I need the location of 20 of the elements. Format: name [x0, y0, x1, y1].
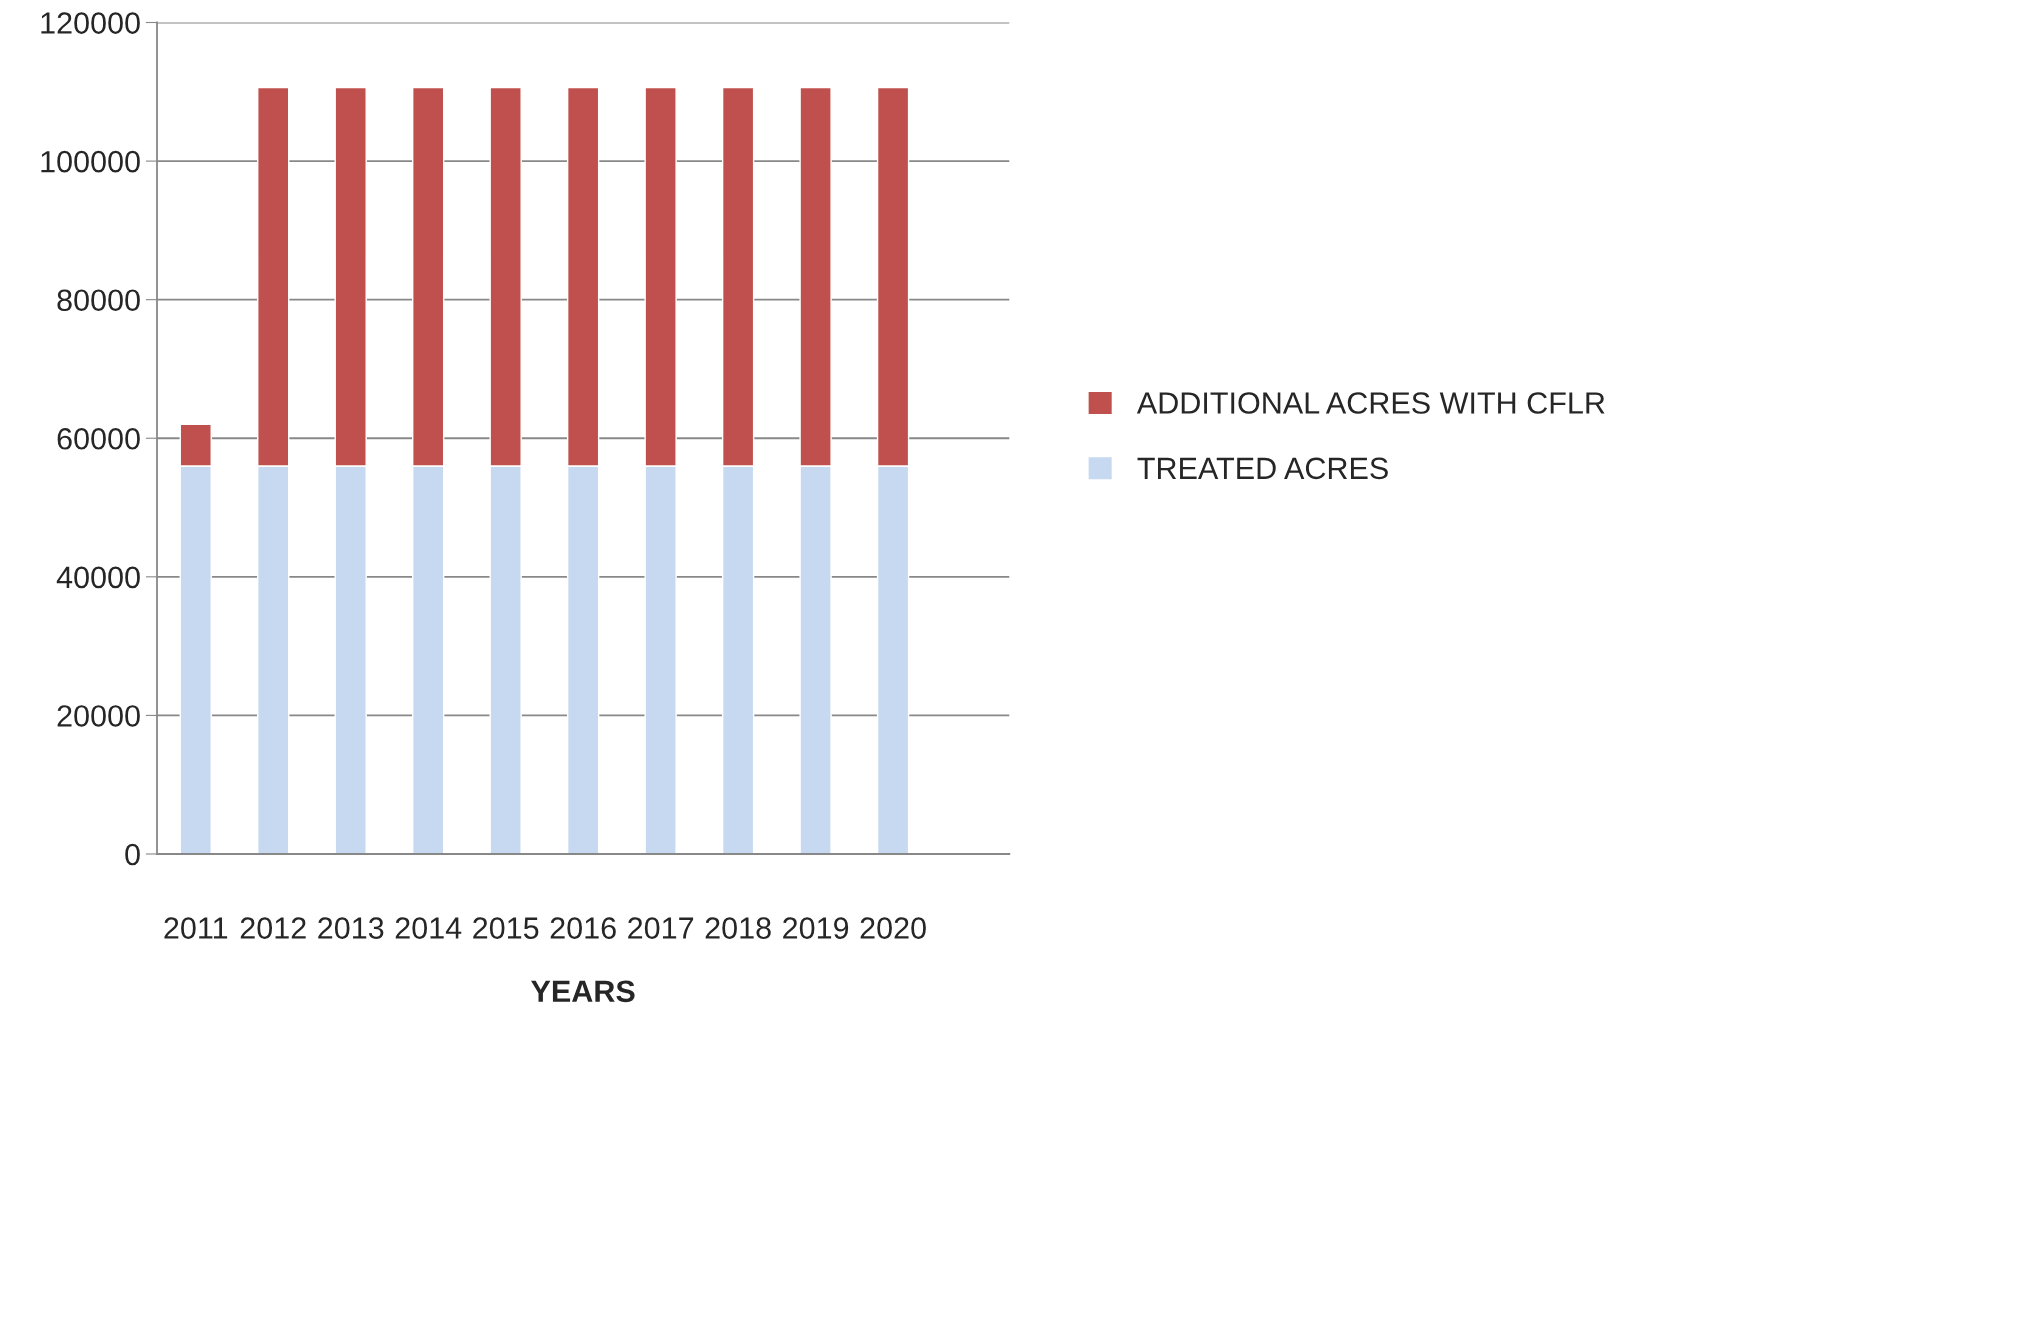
x-tick-label: 2014 [395, 917, 462, 939]
y-tick-label: 120000 [41, 12, 140, 34]
x-tick-label: 2013 [318, 917, 384, 939]
x-tick-label: 2016 [550, 917, 616, 939]
x-tick-label: 2012 [240, 917, 306, 939]
x-tick-label: 2018 [705, 917, 771, 939]
x-axis-title: YEARS [531, 980, 635, 1003]
y-tick-label: 100000 [41, 150, 140, 173]
y-tick-label: 60000 [57, 427, 140, 450]
legend-label: ADDITIONAL ACRES WITH CFLR [1136, 392, 1605, 414]
x-tick-label: 2017 [628, 917, 694, 939]
y-tick-label: 20000 [57, 705, 140, 727]
y-tick-label: 40000 [56, 566, 140, 589]
y-tick-label: 80000 [57, 289, 140, 312]
x-tick-label: 2011 [164, 917, 228, 939]
y-tick-label: 0 [125, 843, 140, 866]
x-tick-label: 2015 [473, 917, 539, 939]
legend-label: TREATED ACRES [1137, 457, 1388, 480]
x-tick-label: 2019 [783, 917, 849, 939]
x-tick-label: 2020 [860, 917, 926, 939]
